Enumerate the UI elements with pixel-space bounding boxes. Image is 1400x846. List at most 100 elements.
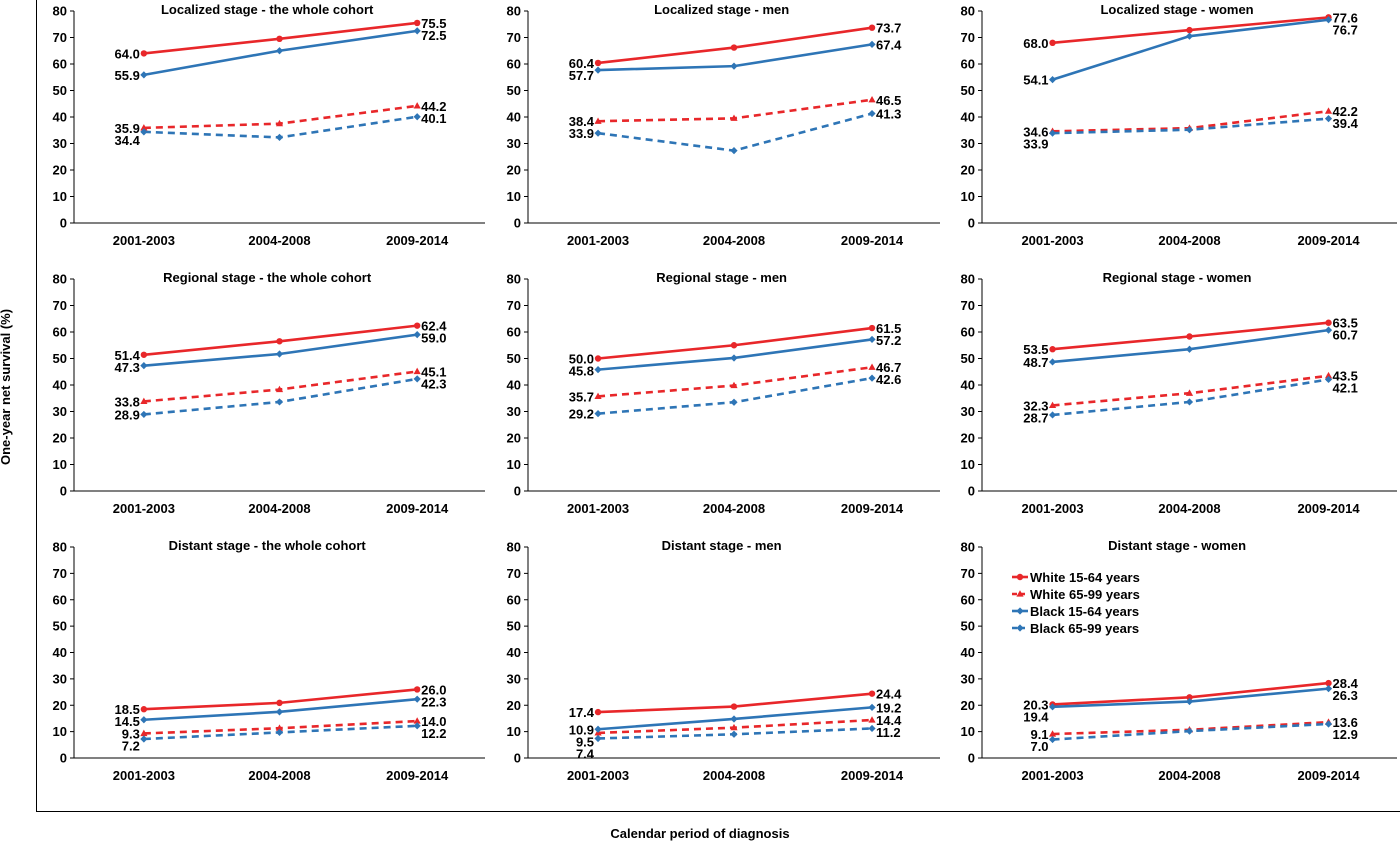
data-label: 33.9	[1023, 136, 1048, 151]
data-label: 19.4	[1023, 709, 1049, 724]
data-point-black-65-99	[275, 398, 284, 406]
y-tick-label: 20	[53, 163, 67, 178]
data-point-black-65-99	[1048, 411, 1057, 419]
y-tick-label: 80	[961, 4, 975, 19]
data-point-white-65-99	[413, 367, 421, 375]
y-tick-label: 20	[507, 698, 521, 713]
data-label: 29.2	[569, 407, 594, 422]
y-tick-label: 20	[507, 431, 521, 446]
data-label: 19.2	[876, 700, 901, 715]
data-label: 35.7	[569, 389, 594, 404]
y-tick-label: 70	[53, 30, 67, 45]
data-label: 26.0	[421, 682, 446, 697]
x-tick-label: 2009-2014	[386, 501, 449, 516]
data-point-white-65-99	[594, 392, 602, 399]
y-tick-label: 70	[961, 30, 975, 45]
y-tick-label: 0	[60, 216, 67, 231]
data-point-white-15-64	[276, 35, 283, 43]
y-tick-label: 20	[507, 163, 521, 178]
data-point-black-65-99	[413, 722, 421, 730]
data-label: 72.5	[421, 28, 446, 43]
y-tick-label: 60	[961, 57, 975, 72]
data-label: 42.1	[1333, 381, 1358, 396]
data-point-black-65-99	[140, 128, 148, 136]
y-tick-label: 40	[507, 645, 521, 660]
x-tick-label: 2009-2014	[841, 501, 904, 516]
data-point-white-65-99	[275, 385, 284, 393]
data-point-white-15-64	[140, 706, 148, 713]
data-label: 24.4	[876, 687, 902, 702]
data-label: 9.1	[1030, 727, 1048, 742]
figure-x-axis-label: Calendar period of diagnosis	[610, 826, 790, 841]
x-tick-label: 2001-2003	[1021, 768, 1083, 783]
data-label: 42.3	[421, 376, 446, 391]
legend-marker-black-15-64	[1016, 607, 1024, 615]
data-label: 34.6	[1023, 124, 1048, 139]
chart-panel: 0 10 20 30 40 50 60 70 80 2001-2003 2004-2008 2009-…	[507, 2, 940, 248]
y-tick-label: 10	[53, 189, 67, 204]
data-point-black-15-64	[1048, 703, 1057, 711]
data-point-black-15-64	[140, 362, 148, 370]
chart-title: Localized stage - men	[654, 2, 789, 17]
data-point-black-65-99	[730, 398, 738, 406]
data-label: 77.6	[1333, 10, 1358, 25]
chart-panel: 0 10 20 30 40 50 60 70 80 2001-2003 2004-2008 2009-…	[961, 270, 1397, 516]
data-point-white-65-99	[413, 102, 421, 109]
y-tick-label: 10	[507, 189, 521, 204]
chart-title: Distant stage - men	[662, 538, 782, 553]
data-label: 22.3	[421, 694, 446, 709]
y-tick-label: 40	[53, 378, 67, 393]
data-point-black-15-64	[730, 715, 738, 723]
data-label: 17.4	[569, 705, 595, 720]
y-tick-label: 70	[507, 30, 521, 45]
data-label: 46.5	[876, 93, 901, 108]
x-tick-label: 2001-2003	[113, 768, 175, 783]
data-label: 41.3	[876, 107, 901, 122]
data-point-black-65-99	[594, 129, 602, 137]
data-label: 54.1	[1023, 73, 1048, 88]
y-tick-label: 50	[53, 351, 67, 366]
y-tick-label: 50	[961, 619, 975, 634]
chart-panel: 0 10 20 30 40 50 60 70 80 2001-2003 2004-2008 2009-…	[961, 2, 1397, 248]
y-tick-label: 20	[961, 431, 975, 446]
data-label: 18.5	[115, 702, 140, 717]
data-point-white-65-99	[868, 716, 876, 723]
y-tick-label: 80	[507, 272, 521, 287]
data-point-white-15-64	[140, 351, 148, 358]
y-tick-label: 30	[961, 671, 975, 686]
y-tick-label: 0	[514, 751, 521, 766]
y-tick-label: 20	[53, 698, 67, 713]
data-point-black-65-99	[1048, 735, 1057, 744]
y-tick-label: 0	[60, 484, 67, 499]
figure-bottom-frame	[36, 811, 1400, 812]
y-tick-label: 60	[53, 325, 67, 340]
y-tick-label: 70	[507, 566, 521, 581]
data-label: 33.8	[115, 394, 140, 409]
data-point-white-15-64	[868, 324, 876, 332]
y-tick-label: 70	[961, 298, 975, 313]
data-point-black-65-99	[275, 133, 284, 142]
data-point-black-65-99	[1048, 129, 1057, 137]
x-tick-label: 2001-2003	[567, 768, 629, 783]
data-point-black-65-99	[1185, 126, 1194, 134]
data-label: 28.7	[1023, 410, 1048, 425]
data-point-white-15-64	[594, 355, 602, 362]
data-label: 60.4	[569, 56, 595, 71]
y-tick-label: 60	[53, 592, 67, 607]
y-tick-label: 50	[53, 83, 67, 98]
chart-panel: 0 10 20 30 40 50 60 70 80 2001-2003 2004-2008 2009-…	[961, 538, 1397, 783]
data-point-black-65-99	[730, 147, 738, 155]
data-label: 61.5	[876, 321, 901, 336]
x-tick-label: 2004-2008	[703, 768, 765, 783]
legend-entry-white-65-99: White 65-99 years	[1030, 587, 1140, 602]
data-point-white-65-99	[1324, 107, 1333, 114]
data-point-black-15-64	[868, 703, 876, 711]
data-label: 38.4	[569, 114, 595, 129]
data-label: 75.5	[421, 16, 446, 31]
data-point-white-15-64	[413, 19, 421, 27]
data-point-white-65-99	[1048, 401, 1057, 409]
x-tick-label: 2009-2014	[386, 233, 449, 248]
data-point-black-15-64	[413, 695, 421, 703]
chart-panel: 0 10 20 30 40 50 60 70 80 2001-2003 2004-2008 2009-…	[53, 270, 485, 516]
data-label: 50.0	[569, 352, 594, 367]
